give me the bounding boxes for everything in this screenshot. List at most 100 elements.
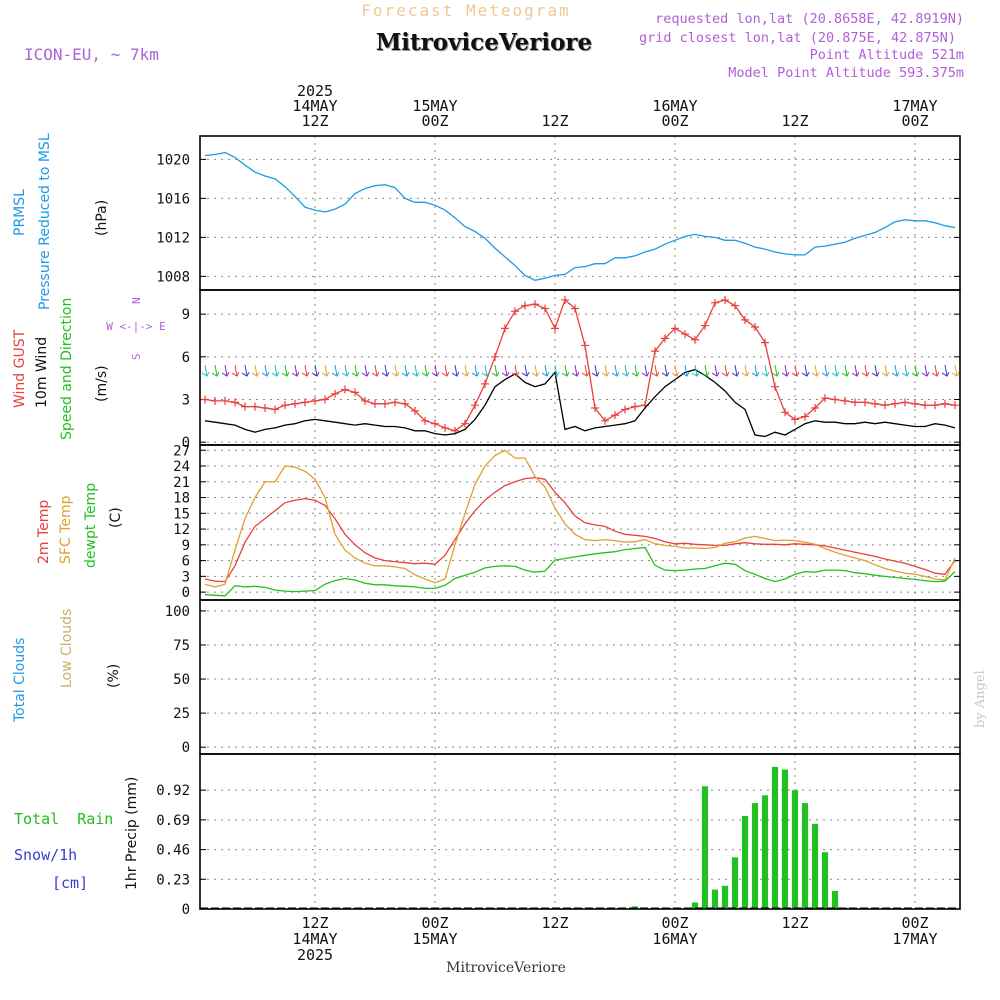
gust-marker: [711, 298, 719, 307]
gust-marker: [601, 416, 609, 425]
wind-arrow: [351, 364, 360, 377]
wind-arrow: [381, 364, 390, 377]
gust-marker: [541, 304, 549, 313]
y-tick-label: 6: [182, 350, 190, 366]
wind-arrow: [661, 364, 670, 377]
gust-marker: [241, 402, 249, 411]
gust-marker: [411, 406, 419, 415]
gust-marker: [481, 379, 489, 388]
wind-arrow: [621, 364, 630, 377]
requested-coords: requested lon,lat (20.8658E, 42.8919N): [655, 11, 964, 27]
y-tick-label: 18: [173, 491, 190, 507]
y-tick-label: 12: [173, 522, 190, 538]
y-tick-label: 21: [173, 475, 190, 491]
wind-arrow: [551, 364, 560, 377]
series-wind-gust: [204, 298, 956, 432]
bar-total-rain: [731, 857, 739, 909]
wind-arrow: [411, 364, 420, 377]
wind-arrow: [931, 364, 940, 377]
gust-marker: [931, 401, 939, 410]
wind-arrow: [391, 364, 400, 377]
gust-marker: [391, 398, 399, 407]
wind-arrow: [641, 364, 650, 377]
wind-arrow: [491, 364, 500, 377]
gust-marker: [871, 399, 879, 408]
top-axis-label: 16MAY: [652, 97, 697, 115]
wind-arrow: [261, 364, 270, 377]
wind-arrow: [901, 364, 910, 377]
wind-arrow: [731, 364, 740, 377]
gust-marker: [221, 396, 229, 405]
gust-marker: [511, 307, 519, 316]
wind-arrow: [821, 364, 830, 377]
gust-marker: [911, 399, 919, 408]
gust-marker: [331, 389, 339, 398]
wind-arrow: [701, 364, 710, 377]
wind-arrow: [851, 364, 860, 377]
pressure-labels: PRMSL Pressure Reduced to MSL (hPa): [12, 133, 110, 310]
wind-arrow: [751, 364, 760, 377]
wind-arrow: [861, 364, 870, 377]
forecast-title: Forecast Meteogram: [361, 1, 570, 20]
gust-marker: [901, 398, 909, 407]
wind-arrow: [911, 364, 920, 377]
bar-total-rain: [741, 816, 749, 909]
wind-arrow: [941, 364, 950, 377]
y-tick-label: 0: [182, 435, 190, 451]
gust-marker: [521, 301, 529, 310]
gust-marker: [561, 295, 569, 304]
pressure-label-prmsl: PRMSL: [12, 189, 28, 236]
wind-arrow: [581, 364, 590, 377]
temp-unit: (C): [108, 507, 124, 528]
bottom-axis-label: 12Z: [541, 914, 568, 932]
wind-arrow: [721, 364, 730, 377]
y-tick-label: 100: [165, 604, 190, 620]
wind-arrow: [321, 364, 330, 377]
gust-marker: [371, 399, 379, 408]
wind-arrow: [471, 364, 480, 377]
y-tick-label: 1020: [156, 152, 190, 168]
wind-arrow: [291, 364, 300, 377]
gust-marker: [571, 304, 579, 313]
wind-arrow: [561, 364, 570, 377]
top-axis-label: 2025: [297, 82, 333, 100]
gust-marker: [471, 401, 479, 410]
gust-marker: [531, 300, 539, 309]
wind-arrow: [301, 364, 310, 377]
precip-unit: 1hr Precip (mm): [124, 777, 140, 890]
gust-marker: [741, 315, 749, 324]
gust-marker: [941, 399, 949, 408]
gust-marker: [811, 404, 819, 413]
wind-arrow: [921, 364, 930, 377]
closest-coords: grid closest lon,lat (20.875E, 42.875N): [639, 30, 956, 46]
gust-marker: [551, 324, 559, 333]
wind-arrow: [371, 364, 380, 377]
gust-marker: [491, 352, 499, 361]
snow-label: Snow/1h: [14, 846, 77, 864]
bottom-axis-label: 00Z: [421, 914, 448, 932]
y-tick-label: 6: [182, 554, 190, 570]
y-tick-label: 0.23: [156, 872, 190, 888]
bottom-axis-label: 15MAY: [412, 930, 457, 948]
bottom-axis-label: 14MAY: [292, 930, 337, 948]
gust-marker: [771, 382, 779, 391]
t2m-label: 2m Temp: [36, 500, 52, 564]
wind-arrow: [881, 364, 890, 377]
bar-total-rain: [811, 823, 819, 910]
sfc-label: SFC Temp: [58, 495, 74, 564]
gust-marker: [631, 402, 639, 411]
gust-marker: [201, 395, 209, 404]
gust-marker: [681, 330, 689, 339]
gust-marker: [361, 396, 369, 405]
bottom-axis-label: 00Z: [661, 914, 688, 932]
top-axis-label: 15MAY: [412, 97, 457, 115]
wind-arrow: [511, 364, 520, 377]
gust-marker: [281, 401, 289, 410]
bar-total-rain: [781, 769, 789, 909]
series-dewpt-temp: [204, 546, 956, 597]
compass-south: S: [130, 353, 143, 360]
wind-arrow: [331, 364, 340, 377]
wind-arrow: [221, 364, 230, 377]
y-tick-label: 0: [182, 902, 190, 918]
